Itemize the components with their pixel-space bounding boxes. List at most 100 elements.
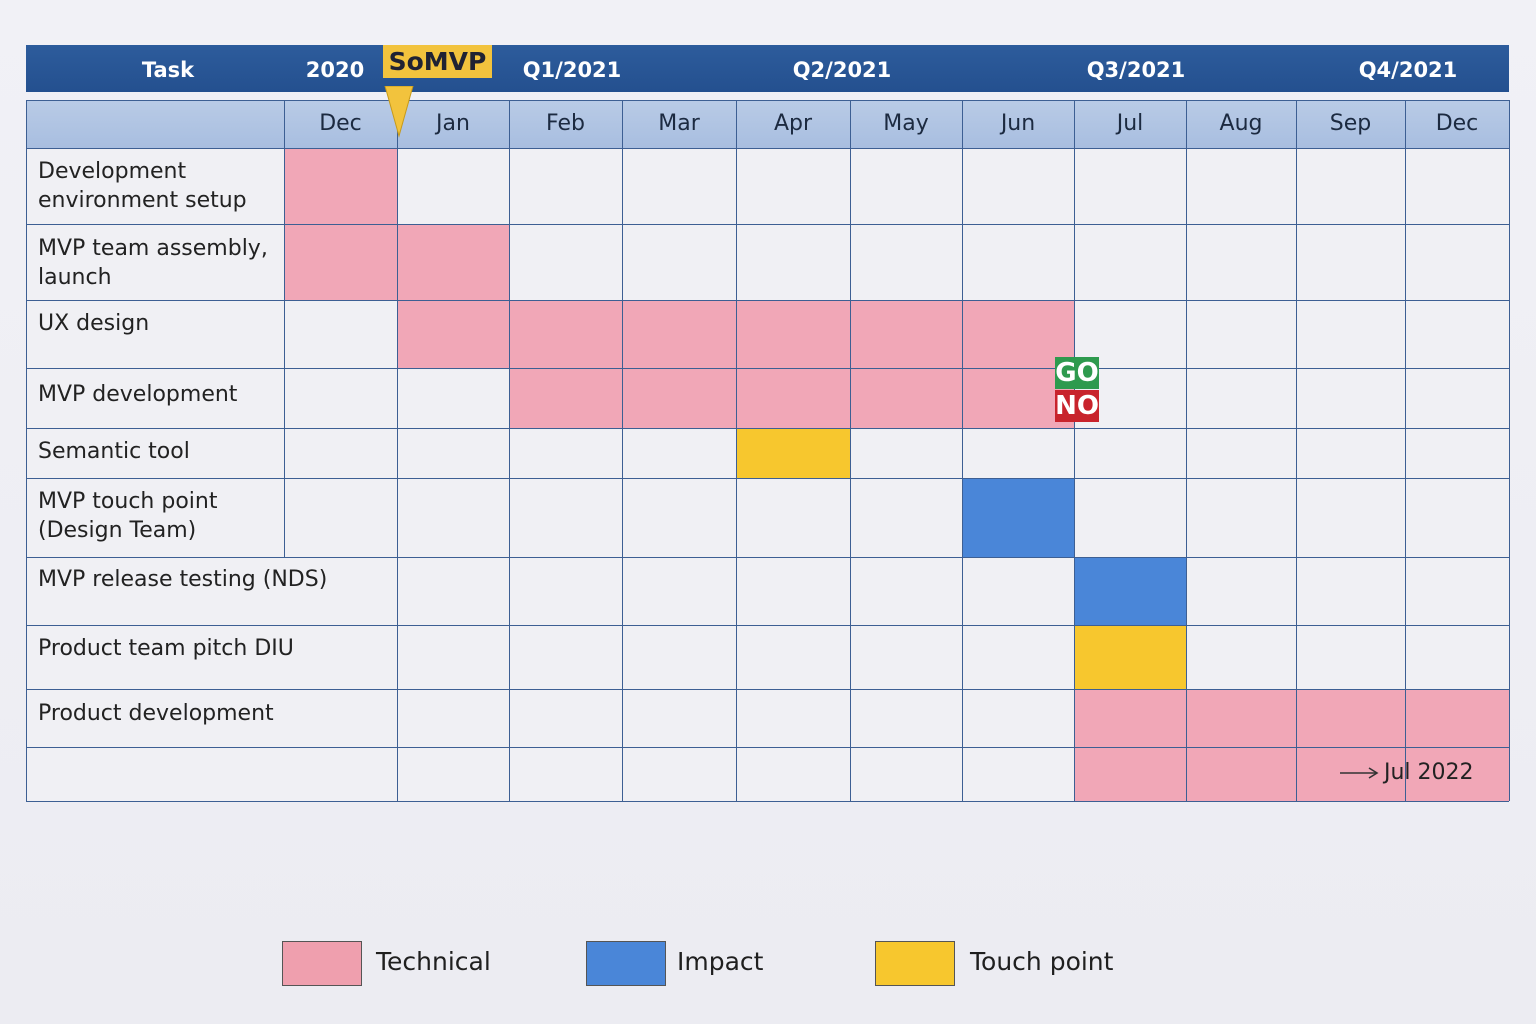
grid-vline-header bbox=[284, 100, 285, 148]
grid-vline-header bbox=[1405, 100, 1406, 148]
grid-vline bbox=[509, 224, 510, 300]
grid-vline bbox=[1074, 300, 1075, 368]
period-label-q4-2021: Q4/2021 bbox=[1358, 58, 1458, 82]
gantt-bar-technical bbox=[284, 148, 397, 224]
grid-vline bbox=[509, 148, 510, 224]
legend-swatch-touch-point bbox=[875, 941, 955, 986]
grid-vline bbox=[1074, 689, 1075, 747]
gantt-bar-technical bbox=[1074, 689, 1509, 747]
grid-hline bbox=[26, 428, 1509, 429]
grid-vline bbox=[1405, 148, 1406, 224]
grid-hline bbox=[26, 148, 1509, 149]
continuation-label: Jul 2022 bbox=[1384, 760, 1474, 785]
task-label-row-8: Product team pitch DIU bbox=[38, 636, 294, 661]
gantt-bar-technical bbox=[509, 368, 622, 428]
grid-hline bbox=[26, 689, 1509, 690]
task-label-row-5: Semantic tool bbox=[38, 439, 190, 464]
task-label-row-3: UX design bbox=[38, 311, 150, 336]
no-badge: NO bbox=[1055, 390, 1099, 422]
grid-vline bbox=[284, 368, 285, 428]
grid-hline bbox=[26, 557, 1509, 558]
grid-vline bbox=[1186, 300, 1187, 368]
grid-vline bbox=[509, 300, 510, 368]
grid-vline bbox=[1074, 224, 1075, 300]
grid-vline-header bbox=[1074, 100, 1075, 148]
month-label-feb-2: Feb bbox=[546, 111, 585, 136]
grid-vline bbox=[1074, 557, 1075, 625]
grid-vline bbox=[622, 368, 623, 428]
grid-vline bbox=[622, 478, 623, 557]
grid-vline bbox=[1405, 224, 1406, 300]
grid-vline bbox=[397, 224, 398, 300]
grid-vline bbox=[962, 747, 963, 801]
grid-vline bbox=[622, 625, 623, 689]
gantt-bar-impact bbox=[1074, 557, 1186, 625]
grid-vline bbox=[1296, 428, 1297, 478]
grid-vline bbox=[962, 625, 963, 689]
grid-vline bbox=[397, 300, 398, 368]
grid-vline bbox=[1296, 148, 1297, 224]
grid-vline bbox=[1186, 625, 1187, 689]
grid-vline bbox=[1186, 428, 1187, 478]
grid-vline bbox=[1296, 300, 1297, 368]
grid-vline bbox=[622, 557, 623, 625]
grid-vline bbox=[1074, 747, 1075, 801]
grid-vline bbox=[850, 689, 851, 747]
month-label-dec-0: Dec bbox=[319, 111, 362, 136]
gantt-bar-technical bbox=[622, 368, 1074, 428]
grid-vline bbox=[736, 300, 737, 368]
grid-hline bbox=[26, 100, 1509, 101]
grid-vline bbox=[397, 368, 398, 428]
grid-vline bbox=[284, 478, 285, 557]
month-label-jul-7: Jul bbox=[1116, 111, 1144, 136]
grid-vline bbox=[736, 689, 737, 747]
milestone-pointer-icon bbox=[384, 86, 414, 138]
grid-vline-header bbox=[622, 100, 623, 148]
grid-vline bbox=[397, 428, 398, 478]
grid-vline bbox=[850, 368, 851, 428]
grid-hline bbox=[26, 478, 1509, 479]
grid-vline-header bbox=[509, 100, 510, 148]
grid-vline bbox=[284, 300, 285, 368]
grid-vline bbox=[1405, 368, 1406, 428]
grid-vline bbox=[850, 428, 851, 478]
grid-vline bbox=[1186, 368, 1187, 428]
grid-vline bbox=[736, 368, 737, 428]
month-label-may-5: May bbox=[883, 111, 929, 136]
grid-vline bbox=[736, 747, 737, 801]
month-header-row bbox=[26, 100, 1509, 148]
grid-hline bbox=[26, 224, 1509, 225]
month-label-jun-6: Jun bbox=[1000, 111, 1036, 136]
grid-vline bbox=[850, 557, 851, 625]
grid-vline-header bbox=[962, 100, 963, 148]
grid-hline bbox=[26, 300, 1509, 301]
gantt-bar-touch-point bbox=[736, 428, 850, 478]
grid-vline bbox=[622, 689, 623, 747]
grid-vline bbox=[962, 300, 963, 368]
legend-swatch-impact bbox=[586, 941, 666, 986]
grid-vline bbox=[509, 368, 510, 428]
grid-hline bbox=[26, 368, 1509, 369]
grid-vline bbox=[1186, 557, 1187, 625]
grid-vline bbox=[850, 148, 851, 224]
grid-vline bbox=[736, 478, 737, 557]
month-label-apr-4: Apr bbox=[773, 111, 813, 136]
go-badge: GO bbox=[1055, 357, 1099, 389]
continuation-arrow-icon bbox=[1340, 767, 1379, 779]
gantt-bar-technical bbox=[1074, 747, 1509, 801]
grid-vline bbox=[397, 557, 398, 625]
period-label-task: Task bbox=[141, 58, 195, 82]
grid-vline bbox=[1074, 148, 1075, 224]
grid-vline-border bbox=[26, 100, 27, 801]
grid-vline bbox=[622, 148, 623, 224]
gantt-bar-impact bbox=[962, 478, 1074, 557]
grid-vline bbox=[622, 747, 623, 801]
grid-vline bbox=[850, 300, 851, 368]
grid-vline bbox=[1296, 689, 1297, 747]
grid-hline bbox=[26, 747, 1509, 748]
grid-vline bbox=[397, 625, 398, 689]
grid-vline bbox=[397, 747, 398, 801]
period-label-q2-2021: Q2/2021 bbox=[792, 58, 892, 82]
grid-vline bbox=[509, 428, 510, 478]
